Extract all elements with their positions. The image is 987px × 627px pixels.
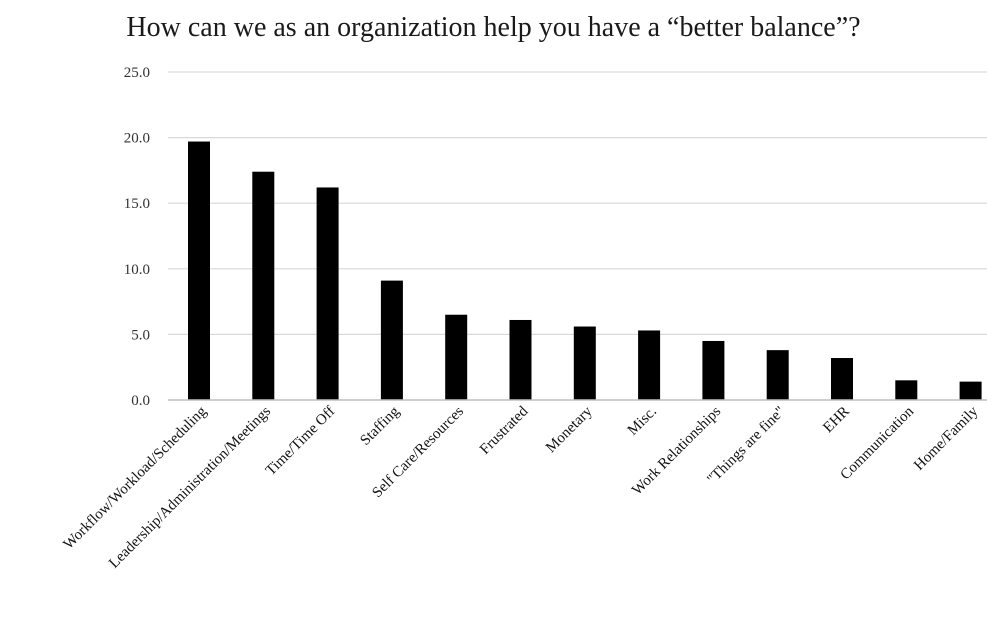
bar <box>445 314 468 400</box>
gridlines <box>168 71 987 335</box>
bar <box>959 381 982 400</box>
bar <box>895 380 918 400</box>
x-tick-label: Misc. <box>625 404 660 439</box>
bar <box>252 171 275 400</box>
bar <box>766 350 789 400</box>
bar <box>380 280 403 400</box>
y-tick-label: 5.0 <box>131 327 150 343</box>
y-tick-label: 20.0 <box>124 131 150 147</box>
x-tick-label: Time/Time Off <box>263 404 338 479</box>
y-tick-label: 15.0 <box>124 196 150 212</box>
x-axis-categories: Workflow/Workload/SchedulingLeadership/A… <box>61 403 982 571</box>
x-tick-label: Home/Family <box>911 403 982 474</box>
x-tick-label: EHR <box>820 404 853 437</box>
chart-title: How can we as an organization help you h… <box>126 12 861 43</box>
bar <box>316 187 339 400</box>
bar <box>702 340 725 400</box>
bar <box>188 141 210 400</box>
bar <box>509 319 532 400</box>
bar <box>638 330 661 400</box>
y-axis-ticks: 0.0 5.0 10.0 15.0 20.0 25.0 <box>124 65 150 409</box>
x-tick-label: Monetary <box>543 403 596 456</box>
y-tick-label: 0.0 <box>131 393 150 409</box>
x-tick-label: Frustrated <box>477 403 532 458</box>
bars <box>188 141 982 400</box>
y-tick-label: 10.0 <box>124 262 150 278</box>
bar <box>573 326 596 400</box>
y-tick-label: 25.0 <box>124 65 150 81</box>
x-tick-label: Staffing <box>357 403 403 449</box>
bar <box>831 358 853 400</box>
